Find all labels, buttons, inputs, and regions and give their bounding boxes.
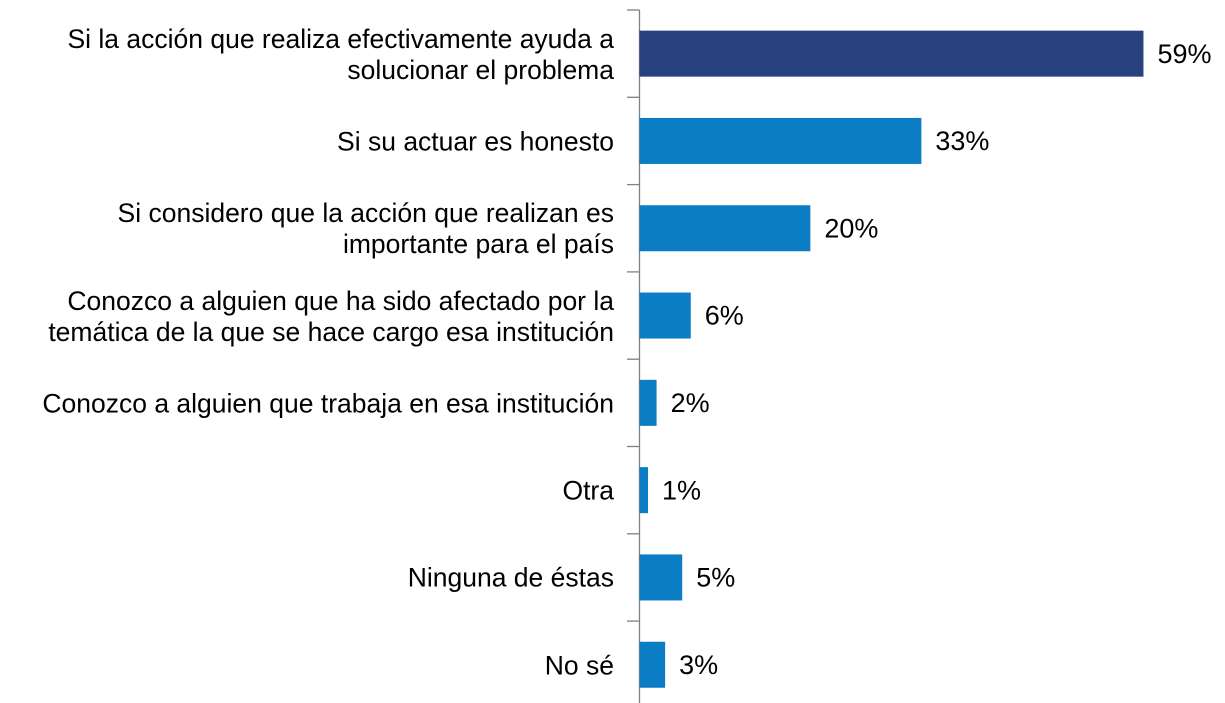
value-label: 33% <box>935 126 989 156</box>
category-label: Si considero que la acción que realizan … <box>117 198 614 260</box>
bar <box>639 292 691 339</box>
bar <box>639 205 811 252</box>
bar <box>639 30 1144 77</box>
bar <box>639 554 683 601</box>
value-label: 1% <box>662 475 701 505</box>
category-label: Conozco a alguien que trabaja en esa ins… <box>42 388 614 419</box>
value-label: 2% <box>671 388 710 418</box>
category-label: No sé <box>544 650 614 681</box>
value-label: 20% <box>824 213 878 243</box>
bar <box>639 117 922 164</box>
value-label: 59% <box>1157 39 1211 69</box>
category-label: Ninguna de éstas <box>407 562 614 593</box>
category-label: Si la acción que realiza efectivamente a… <box>67 23 614 85</box>
category-label: Si su actuar es honesto <box>337 126 614 157</box>
bar <box>639 641 666 688</box>
bar <box>639 379 657 426</box>
category-label: Otra <box>562 475 614 506</box>
category-label: Conozco a alguien que ha sido afectado p… <box>48 285 614 347</box>
value-label: 3% <box>679 650 718 680</box>
value-label: 5% <box>696 563 735 593</box>
value-label: 6% <box>705 301 744 331</box>
bar <box>639 467 649 514</box>
